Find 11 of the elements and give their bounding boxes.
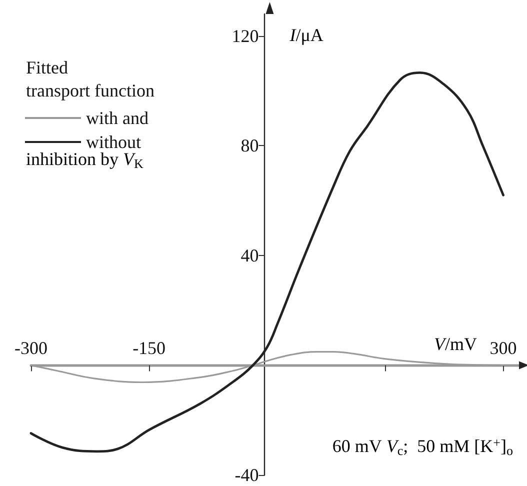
- x-tick-label: -300: [14, 338, 48, 358]
- y-tick-label: -40: [234, 465, 259, 485]
- y-tick-label: 80: [240, 136, 259, 156]
- legend-label: without: [86, 132, 142, 152]
- x-axis-title: V/mV: [434, 334, 478, 354]
- y-axis-title: I/μA: [288, 25, 324, 45]
- legend-label: with and: [86, 108, 148, 128]
- x-tick-label: -150: [132, 338, 166, 358]
- y-tick-label: 120: [232, 26, 259, 46]
- x-tick-label: 300: [490, 338, 517, 358]
- y-tick-label: 40: [240, 245, 259, 266]
